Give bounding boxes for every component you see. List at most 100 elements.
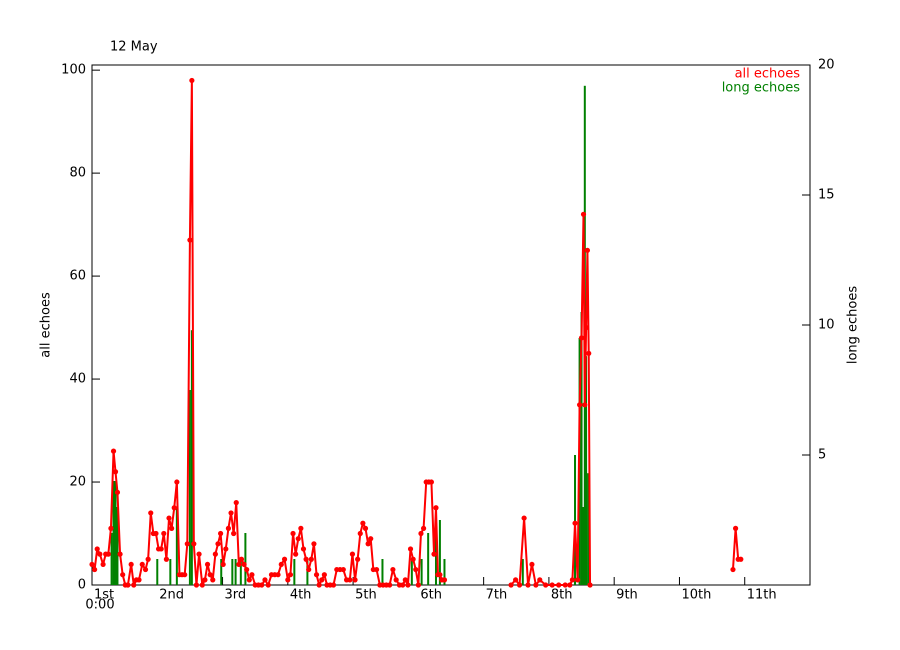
point	[128, 561, 134, 568]
point	[413, 566, 419, 573]
point	[373, 566, 380, 573]
bar	[231, 559, 234, 585]
point	[576, 402, 583, 408]
x-tick-label: 10th	[681, 588, 711, 603]
y2-tick-label: 15	[818, 188, 835, 203]
point	[233, 500, 239, 506]
point	[405, 582, 411, 588]
point	[278, 561, 284, 568]
point	[114, 489, 121, 495]
y-tick-label: 60	[69, 269, 86, 284]
bar	[438, 520, 441, 585]
bar	[244, 533, 247, 585]
bar	[239, 559, 242, 585]
point	[365, 541, 371, 547]
point	[387, 582, 393, 588]
point	[275, 572, 281, 578]
y-tick-label: 40	[69, 372, 86, 387]
point	[171, 505, 177, 511]
y2-tick-label: 5	[818, 448, 826, 463]
bar	[306, 559, 309, 585]
point	[241, 561, 247, 568]
bar	[587, 473, 590, 585]
bar	[420, 559, 423, 585]
point	[161, 530, 167, 537]
point	[290, 530, 296, 537]
point	[368, 536, 374, 542]
point	[105, 551, 111, 557]
point	[316, 582, 322, 588]
bar	[585, 356, 588, 585]
point	[543, 582, 549, 588]
point	[508, 582, 514, 588]
point	[220, 561, 226, 568]
point	[390, 566, 396, 573]
point	[163, 556, 170, 562]
point	[587, 582, 593, 588]
point	[223, 546, 229, 552]
bar	[580, 312, 583, 585]
point	[567, 582, 573, 588]
bar	[169, 559, 172, 585]
point	[191, 541, 197, 547]
bar	[175, 507, 178, 585]
point	[420, 525, 427, 531]
bar	[110, 533, 113, 585]
x-tick-label: 2nd	[159, 588, 184, 603]
point	[529, 561, 535, 568]
point	[569, 577, 576, 583]
point	[207, 572, 213, 578]
point	[352, 577, 358, 583]
point	[418, 530, 424, 537]
bar	[116, 507, 119, 585]
point	[262, 577, 268, 583]
point	[313, 572, 320, 578]
point	[142, 566, 149, 573]
bar	[112, 481, 115, 585]
chart-title: 12 May	[110, 40, 158, 55]
bar	[381, 559, 384, 585]
x-tick-label: 7th	[486, 588, 508, 603]
point	[259, 582, 265, 588]
point	[202, 577, 208, 583]
point	[513, 577, 519, 583]
bar	[156, 559, 159, 585]
point	[431, 551, 437, 557]
point	[311, 541, 317, 547]
point	[393, 577, 399, 583]
point	[238, 556, 245, 562]
point	[349, 551, 356, 557]
point	[300, 546, 307, 552]
point	[330, 582, 337, 588]
point	[187, 237, 193, 243]
point	[402, 577, 408, 583]
point	[295, 536, 301, 542]
point	[584, 247, 591, 253]
point	[582, 402, 588, 408]
point	[525, 582, 531, 588]
point	[732, 525, 739, 531]
bar	[293, 559, 296, 585]
point	[533, 582, 539, 588]
x-tick-label: 11th	[747, 588, 777, 603]
point	[215, 541, 221, 547]
y-tick-label: 0	[78, 578, 86, 593]
point	[537, 577, 543, 583]
bar	[521, 559, 524, 585]
point	[730, 566, 736, 573]
point	[287, 572, 294, 578]
point	[572, 520, 578, 526]
point	[362, 525, 369, 531]
point	[131, 582, 137, 588]
point	[193, 582, 200, 588]
y-tick-label: 80	[69, 166, 86, 181]
bar	[234, 559, 237, 585]
point	[410, 556, 416, 562]
point	[249, 572, 255, 578]
x-tick-label: 6th	[420, 588, 442, 603]
point	[556, 582, 562, 588]
x-tick-label: 5th	[355, 588, 377, 603]
bar	[574, 455, 577, 585]
x-start-label: 0:00	[85, 598, 114, 613]
